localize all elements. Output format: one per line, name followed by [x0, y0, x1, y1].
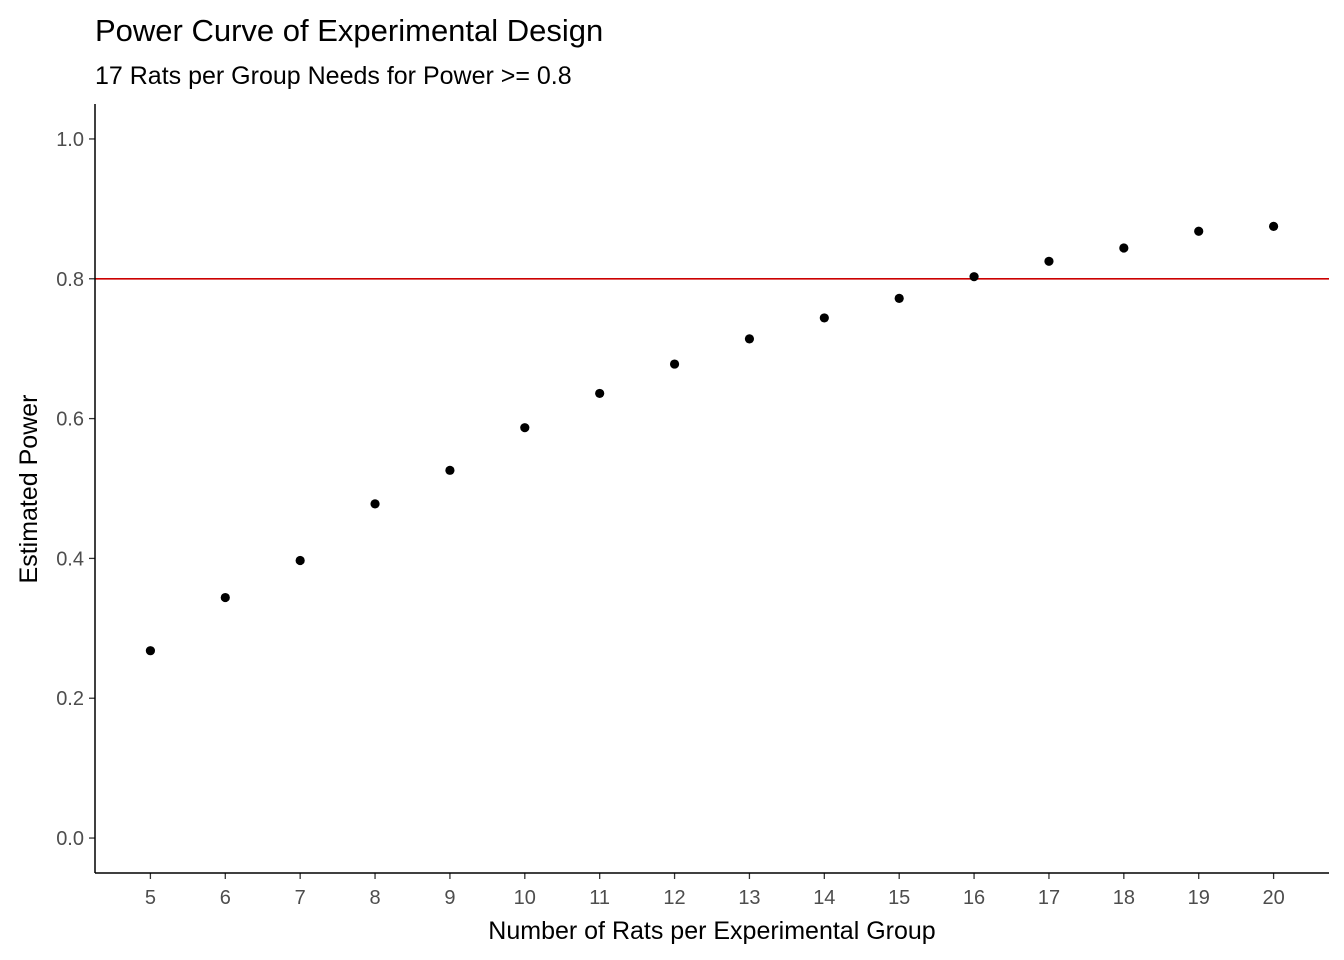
y-tick-label: 0.2: [56, 688, 84, 710]
x-tick-label: 5: [145, 887, 156, 909]
x-tick-label: 9: [444, 887, 455, 909]
x-tick-label: 15: [888, 887, 910, 909]
data-point: [1119, 243, 1129, 253]
data-point: [669, 359, 680, 369]
data-point: [744, 334, 755, 344]
x-tick-label: 6: [220, 887, 231, 909]
x-tick-label: 19: [1188, 887, 1210, 909]
data-point: [595, 388, 605, 399]
x-axis-ticks: 5 6 7 8 9 10 11 12 13 14 15 16 17 18 19 20: [145, 873, 1285, 909]
data-point: [1194, 226, 1204, 236]
x-tick-label: 14: [813, 887, 835, 909]
data-point: [220, 592, 230, 603]
data-point: [520, 423, 530, 433]
data-point: [894, 293, 904, 303]
y-tick-label: 0.6: [56, 409, 84, 431]
chart-title: Power Curve of Experimental Design: [95, 13, 603, 48]
x-tick-label: 7: [295, 887, 306, 909]
chart-subtitle: 17 Rats per Group Needs for Power >= 0.8: [95, 62, 572, 90]
x-tick-label: 16: [963, 887, 985, 909]
data-point: [370, 499, 380, 509]
data-point: [145, 646, 156, 656]
data-point: [1044, 256, 1054, 266]
x-tick-label: 17: [1038, 887, 1060, 909]
x-tick-label: 11: [589, 887, 610, 909]
data-point: [295, 555, 305, 566]
y-axis-title: Estimated Power: [15, 395, 43, 584]
y-tick-label: 0.4: [56, 548, 84, 570]
x-axis-title: Number of Rats per Experimental Group: [488, 917, 935, 945]
x-tick-label: 10: [514, 887, 536, 909]
x-tick-label: 18: [1113, 887, 1135, 909]
y-tick-label: 0.0: [56, 828, 84, 850]
x-tick-label: 12: [663, 887, 685, 909]
data-point: [969, 272, 979, 282]
data-point: [1268, 221, 1279, 231]
data-points: [145, 221, 1279, 656]
data-point: [445, 465, 455, 475]
x-tick-label: 13: [738, 887, 760, 909]
x-tick-label: 8: [369, 887, 380, 909]
x-tick-label: 20: [1262, 887, 1284, 909]
y-axis-ticks: 0.0 0.2 0.4 0.6 0.8 1.0: [56, 129, 95, 850]
data-point: [819, 313, 829, 323]
y-tick-label: 0.8: [56, 269, 84, 291]
y-tick-label: 1.0: [56, 129, 84, 151]
